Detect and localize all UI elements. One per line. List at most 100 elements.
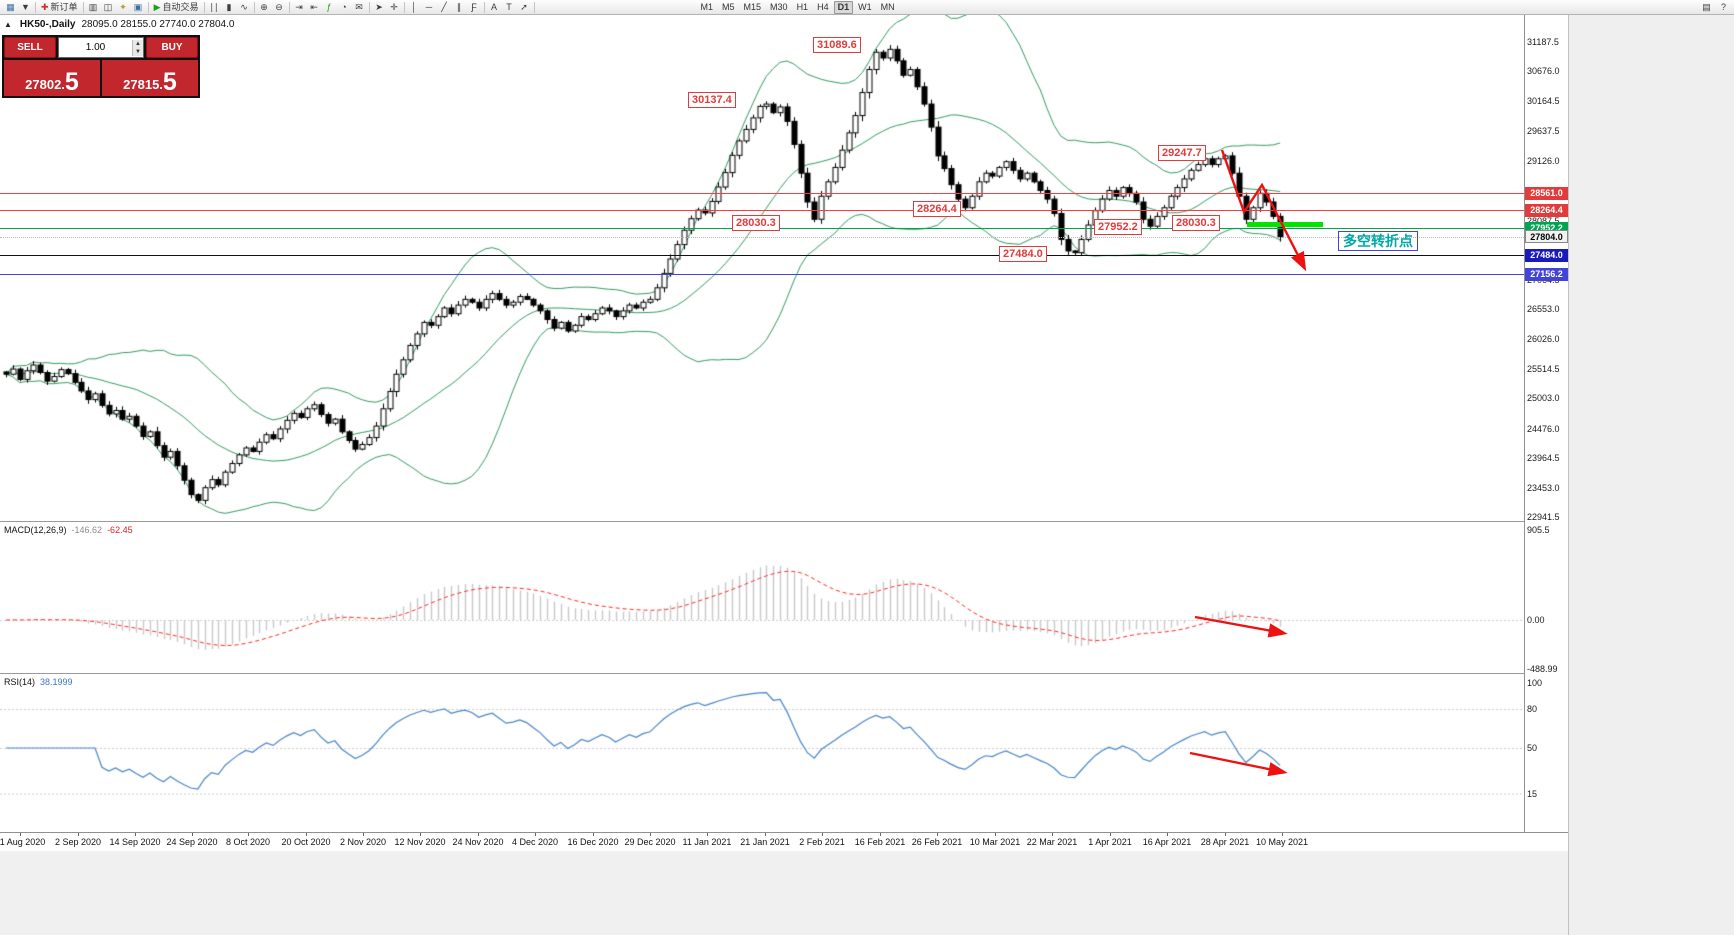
- price-axis-tick: 31187.5: [1527, 37, 1559, 47]
- timeframe-mn[interactable]: MN: [880, 1, 895, 12]
- rsi-indicator-header: RSI(14) 38.1999: [4, 677, 73, 687]
- toolbar-fibonacci-retracement[interactable]: Ƒ: [467, 1, 482, 14]
- horizontal-line-28264.4[interactable]: [0, 210, 1524, 211]
- time-axis-tick: [995, 833, 996, 836]
- rsi-axis-tick: 15: [1527, 788, 1538, 799]
- toolbar-templates-menu[interactable]: ✉: [352, 1, 367, 14]
- sell-button[interactable]: SELL: [4, 37, 56, 58]
- timeframe-m1[interactable]: M1: [700, 1, 714, 12]
- time-axis-label: 26 Feb 2021: [911, 837, 963, 847]
- toolbar-bar-chart-mode[interactable]: ∣∣: [207, 1, 222, 14]
- toolbar-horizontal-line[interactable]: ─: [422, 1, 437, 14]
- toolbar-text-tool[interactable]: A: [487, 1, 502, 14]
- timeframe-h4[interactable]: H4: [817, 1, 829, 12]
- time-axis-label: 16 Apr 2021: [1142, 837, 1192, 847]
- panel-separator-rsi[interactable]: [0, 673, 1568, 674]
- toolbar-new-chart[interactable]: ▦: [3, 1, 18, 14]
- price-marker-28264.4[interactable]: 28264.4: [1525, 203, 1568, 217]
- templates-menu-icon: ✉: [355, 1, 363, 12]
- toolbar-equidistant-channel[interactable]: ∥: [452, 1, 467, 14]
- time-axis-tick: [478, 833, 479, 836]
- toolbar-help[interactable]: ?: [1716, 1, 1731, 14]
- collapse-trade-panel-icon[interactable]: ▲: [4, 20, 12, 29]
- timeframe-w1[interactable]: W1: [858, 1, 872, 12]
- time-axis-tick: [880, 833, 881, 836]
- price-axis-tick: 29637.5: [1527, 126, 1560, 137]
- volume-down-icon[interactable]: ▼: [132, 47, 143, 56]
- toolbar-candlestick-mode[interactable]: ▮: [222, 1, 237, 14]
- toolbar-terminal[interactable]: ▣: [131, 1, 146, 14]
- time-axis-label: 20 Oct 2020: [281, 837, 331, 847]
- toolbar-indicators-list[interactable]: ƒ: [322, 1, 337, 14]
- time-axis[interactable]: 21 Aug 2020 2 Sep 2020 14 Sep 2020 24 Sep 2…: [0, 832, 1568, 851]
- toolbar-cursor[interactable]: ➤: [372, 1, 387, 14]
- toolbar-zoom-in[interactable]: ⊕: [257, 1, 272, 14]
- timeframe-m15[interactable]: M15: [743, 1, 762, 12]
- timeframe-h1[interactable]: H1: [796, 1, 809, 12]
- toolbar-new-order[interactable]: ✚ 新订单: [38, 1, 81, 14]
- toolbar-zoom-out[interactable]: ⊖: [272, 1, 287, 14]
- time-axis-tick: [937, 833, 938, 836]
- price-marker-27156.2[interactable]: 27156.2: [1525, 267, 1568, 281]
- macd-indicator-header: MACD(12,26,9) -146.62 -62.45: [4, 525, 133, 535]
- volume-up-icon[interactable]: ▲: [132, 39, 143, 48]
- timeframe-d1[interactable]: D1: [833, 0, 854, 14]
- new-order-icon: ✚: [41, 1, 49, 12]
- price-axis-tick: 26553.0: [1527, 303, 1560, 314]
- macd-axis-tick: 0.00: [1527, 615, 1545, 625]
- rsi-label: RSI(14): [4, 677, 36, 687]
- toolbar-chart-shift[interactable]: ⇤: [307, 1, 322, 14]
- price-axis-tick: 30164.5: [1527, 95, 1560, 106]
- chart-profiles-icon: ▼: [21, 1, 30, 12]
- toolbar-trendline[interactable]: ╱: [437, 1, 452, 14]
- time-axis-tick: [135, 833, 136, 836]
- toolbar-market-watch[interactable]: ▥: [86, 1, 101, 14]
- price-marker-28561.0[interactable]: 28561.0: [1525, 186, 1568, 200]
- horizontal-line-28561[interactable]: [0, 193, 1524, 194]
- data-window-icon: ◫: [103, 1, 113, 12]
- toolbar-navigator[interactable]: ✦: [116, 1, 131, 14]
- price-marker-27804.0[interactable]: 27804.0: [1525, 230, 1568, 244]
- toolbar-crosshair[interactable]: ✛: [387, 1, 402, 14]
- time-axis-tick: [306, 833, 307, 836]
- toolbar: ▦ ▼ ✚ 新订单 ▥ ◫ ✦ ▣ ▶ 自动交易 ∣∣ ▮ ∿ ⊕ ⊖ ⇥ ⇤ ƒ ◔ ✉ ➤ ✛ │ ─ ╱ ∥ Ƒ A T ➚ M1 M…: [0, 0, 1734, 15]
- zoom-out-icon: ⊖: [275, 1, 283, 12]
- time-axis-label: 12 Nov 2020: [394, 837, 446, 847]
- toolbar-vertical-line[interactable]: │: [407, 1, 422, 14]
- price-chart-canvas[interactable]: [0, 15, 1524, 832]
- vertical-line-icon: │: [411, 1, 417, 12]
- toolbar-arrows-tool[interactable]: ➚: [517, 1, 532, 14]
- volume-input[interactable]: [59, 39, 132, 56]
- toolbar-auto-scroll[interactable]: ⇥: [292, 1, 307, 14]
- toolbar-window-layout[interactable]: ▤: [1699, 1, 1714, 14]
- toolbar-auto-trading[interactable]: ▶ 自动交易: [151, 1, 202, 14]
- toolbar-text-label-tool[interactable]: T: [502, 1, 517, 14]
- buy-button[interactable]: BUY: [146, 37, 198, 58]
- sell-price-display[interactable]: 27802. 5: [4, 60, 100, 96]
- price-axis[interactable]: 31187.5 30676.0 30164.5 29637.5 29126.0 28087…: [1524, 15, 1568, 832]
- time-axis-label: 2 Nov 2020: [339, 837, 387, 847]
- toolbar-data-window[interactable]: ◫: [101, 1, 116, 14]
- cursor-icon: ➤: [375, 1, 383, 12]
- toolbar-line-chart-mode[interactable]: ∿: [237, 1, 252, 14]
- toolbar-chart-profiles[interactable]: ▼: [18, 1, 33, 14]
- timeframe-m30[interactable]: M30: [770, 1, 788, 12]
- horizontal-line-27952.2[interactable]: [0, 228, 1524, 229]
- panel-separator-macd[interactable]: [0, 521, 1568, 522]
- window-layout-icon: ▤: [1702, 1, 1711, 12]
- buy-price-display[interactable]: 27815. 5: [102, 60, 198, 96]
- toolbar-periods-menu[interactable]: ◔: [337, 1, 352, 14]
- price-marker-27484.0[interactable]: 27484.0: [1525, 248, 1568, 262]
- horizontal-line-27484[interactable]: [0, 255, 1524, 256]
- price-axis-tick: 23964.5: [1527, 453, 1560, 464]
- horizontal-line-27804[interactable]: [0, 237, 1524, 238]
- horizontal-line-27156.2[interactable]: [0, 274, 1524, 275]
- timeframe-m5[interactable]: M5: [722, 1, 735, 12]
- macd-signal-value: -62.45: [107, 525, 133, 535]
- time-axis-tick: [1225, 833, 1226, 836]
- equidistant-channel-icon: ∥: [456, 1, 462, 12]
- zoom-in-icon: ⊕: [260, 1, 268, 12]
- price-axis-tick: 30676.0: [1527, 66, 1560, 77]
- time-axis-tick: [1110, 833, 1111, 836]
